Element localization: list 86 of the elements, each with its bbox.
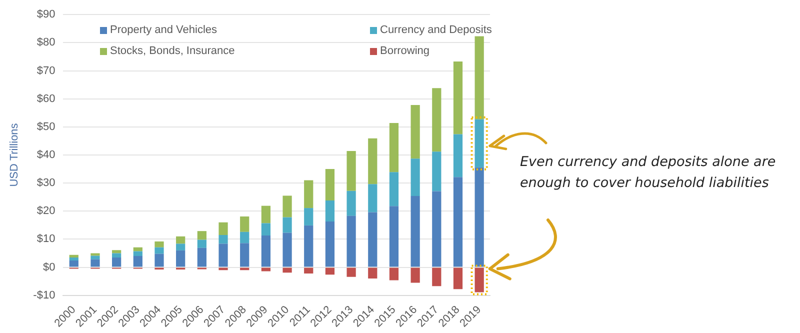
bar: [410, 158, 420, 196]
y-tick-label: -$10: [33, 289, 56, 302]
bar: [176, 250, 186, 267]
bar: [90, 253, 100, 256]
legend-label: Stocks, Bonds, Insurance: [110, 45, 235, 57]
bar: [218, 268, 228, 270]
bar: [112, 253, 122, 258]
y-tick-label: $30: [36, 177, 56, 190]
bar: [432, 191, 442, 267]
legend-label: Property and Vehicles: [110, 24, 218, 36]
bar: [154, 247, 164, 254]
bar: [346, 268, 356, 277]
bar: [304, 225, 314, 267]
bar: [325, 268, 335, 275]
bar: [69, 257, 78, 261]
bar: [389, 122, 399, 172]
bar: [453, 134, 463, 178]
bar: [176, 236, 186, 244]
bar: [346, 190, 356, 216]
bar: [368, 268, 378, 279]
bar: [218, 244, 228, 267]
bar: [304, 208, 314, 226]
y-tick-label: $60: [36, 92, 56, 105]
bar: [154, 254, 164, 267]
y-axis-title: USD Trillions: [8, 122, 21, 187]
bar: [304, 180, 314, 208]
bar: [432, 268, 442, 286]
bar: [261, 206, 270, 224]
y-tick-label: $40: [36, 149, 56, 162]
bar: [432, 152, 442, 192]
bar: [112, 257, 122, 267]
bar: [389, 268, 399, 280]
bar: [410, 105, 420, 159]
bar: [261, 223, 270, 236]
bar: [389, 172, 399, 206]
bar: [282, 268, 292, 273]
bar: [346, 151, 356, 191]
bar: [474, 167, 484, 267]
y-tick-label: $0: [42, 261, 56, 274]
y-tick-label: $50: [36, 120, 56, 133]
bar: [240, 216, 250, 232]
bar: [282, 232, 292, 267]
bar: [453, 268, 463, 290]
bar: [218, 222, 228, 235]
bar: [304, 268, 314, 274]
bar: [133, 256, 142, 267]
bar: [282, 217, 292, 233]
bar: [154, 241, 164, 248]
bar: [325, 222, 335, 267]
bar: [368, 138, 378, 184]
y-tick-label: $20: [36, 205, 56, 218]
bar: [197, 231, 206, 240]
bar: [69, 254, 78, 258]
y-tick-label: $70: [36, 64, 56, 77]
bar: [69, 260, 78, 267]
bar: [90, 256, 100, 260]
text: Even currency and deposits alone are enough to cover household liabilities: [520, 153, 777, 193]
bar: [176, 244, 186, 250]
bar: [453, 61, 463, 134]
bar: [453, 177, 463, 267]
bar: [133, 251, 142, 256]
legend-label: Currency and Deposits: [380, 24, 492, 36]
bar: [346, 216, 356, 267]
bar: [368, 184, 378, 212]
bar: [410, 196, 420, 267]
bar: [389, 206, 399, 267]
bar: [325, 169, 335, 200]
bar: [133, 247, 142, 252]
bar: [261, 236, 270, 267]
bar: [432, 88, 442, 152]
bar: [240, 243, 250, 267]
bar: [197, 248, 206, 267]
bar: [410, 268, 420, 283]
bar: [218, 235, 228, 244]
legend-label: Borrowing: [380, 45, 430, 57]
bar: [474, 36, 484, 120]
y-tick-label: $10: [36, 233, 56, 246]
bar: [112, 250, 122, 254]
bar: [90, 259, 100, 267]
bar: [325, 200, 335, 222]
bar: [197, 240, 206, 248]
bar: [240, 232, 250, 244]
y-tick-label: $90: [36, 8, 56, 21]
y-tick-label: $80: [36, 36, 56, 49]
bar: [368, 212, 378, 267]
bar: [282, 196, 292, 218]
